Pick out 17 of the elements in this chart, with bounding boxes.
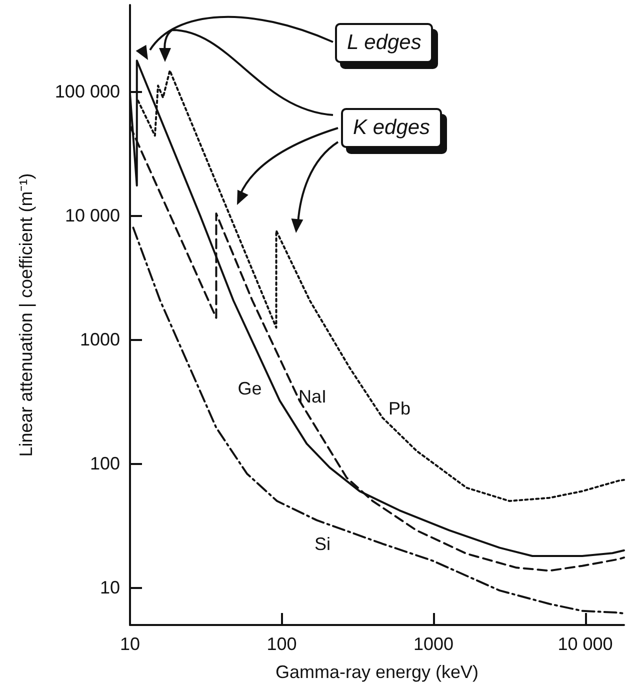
annotation: L edges <box>335 23 434 63</box>
y-tick-label: 1000 <box>80 330 120 350</box>
series-label: Pb <box>388 398 410 419</box>
y-tick-label: 10 <box>100 578 120 598</box>
series-label: Ge <box>238 378 262 399</box>
y-axis-title: Linear attenuation | coefficient (m⁻¹) <box>16 173 36 457</box>
series-label: NaI <box>298 386 327 407</box>
y-tick-label: 100 <box>90 454 120 474</box>
x-tick-label: 1000 <box>413 634 454 654</box>
series-label: Si <box>314 534 330 554</box>
x-tick-label: 10 <box>120 634 140 654</box>
annotation: K edges <box>341 108 442 148</box>
x-tick-label: 100 <box>266 634 297 654</box>
x-tick-label: 10 000 <box>558 634 613 654</box>
y-tick-label: 10 000 <box>64 206 120 226</box>
x-axis-title: Gamma-ray energy (keV) <box>275 662 479 682</box>
y-tick-label: 100 000 <box>54 82 120 102</box>
